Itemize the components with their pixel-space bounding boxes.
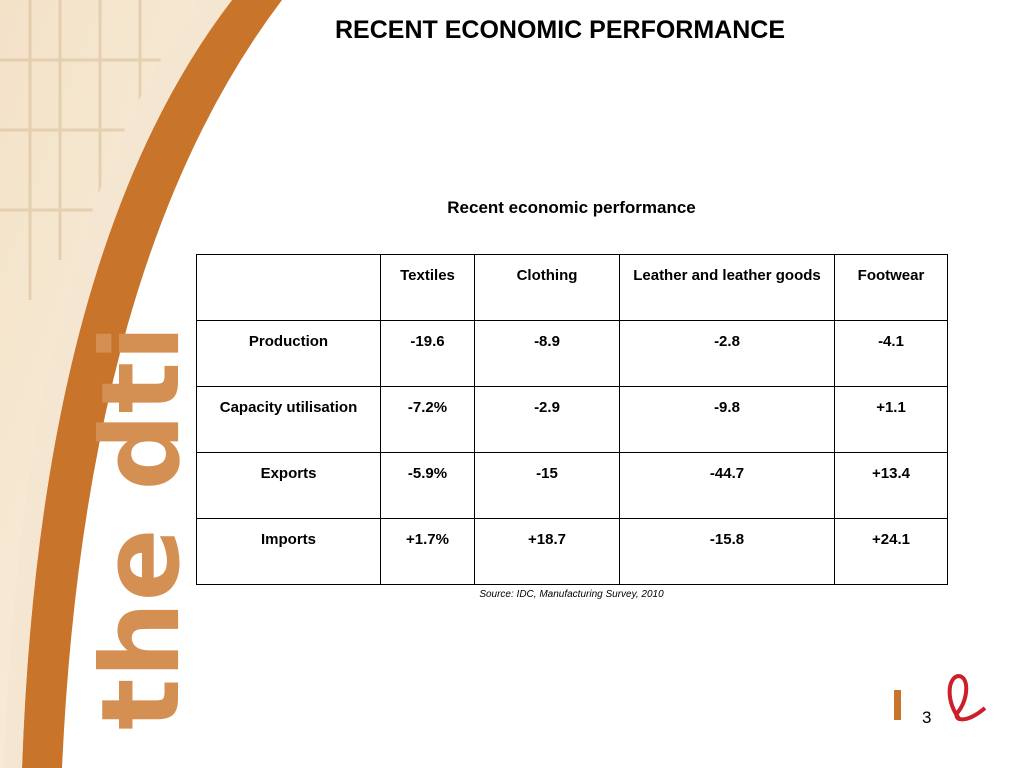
orange-arc [22,0,282,768]
table-cell: Textiles [380,254,475,321]
table-cell: -4.1 [834,320,948,387]
table-row: Capacity utilisation -7.2% -2.9 -9.8 +1.1 [196,386,948,453]
table-cell: Footwear [834,254,948,321]
table-cell: -44.7 [619,452,835,519]
table-cell: Exports [196,452,381,519]
table-cell: -2.9 [474,386,620,453]
table-cell: +18.7 [474,518,620,585]
logo-text: the dti [79,325,204,730]
table-row: Exports -5.9% -15 -44.7 +13.4 [196,452,948,519]
table-cell: +24.1 [834,518,948,585]
slide-title: RECENT ECONOMIC PERFORMANCE [334,16,785,44]
table-cell: -15 [474,452,620,519]
page-number: 3 [922,708,932,727]
table-cell: -19.6 [380,320,475,387]
table-cell: Leather and leather goods [619,254,835,321]
table-cell: Production [196,320,381,387]
ribbon-icon [947,673,987,722]
table-cell: +1.7% [380,518,475,585]
table-cell: -15.8 [619,518,835,585]
table-cell: Imports [196,518,381,585]
source-note: Source: IDC, Manufacturing Survey, 2010 [479,589,664,600]
table-row: Imports +1.7% +18.7 -15.8 +24.1 [196,518,948,585]
logo-bar [894,690,901,720]
table-cell: -9.8 [619,386,835,453]
photo-panel [0,0,270,768]
table-row: Production -19.6 -8.9 -2.8 -4.1 [196,320,948,387]
table-cell: -7.2% [380,386,475,453]
table-cell: +13.4 [834,452,948,519]
cream-arc [4,0,232,768]
table-cell [196,254,381,321]
table-cell: -2.8 [619,320,835,387]
table-cell: -5.9% [380,452,475,519]
table-caption: Recent economic performance [447,198,696,217]
table-cell: Clothing [474,254,620,321]
table-cell: Capacity utilisation [196,386,381,453]
header-row: Textiles Clothing Leather and leather good… [196,254,948,321]
table: Textiles Clothing Leather and leather good… [196,254,948,585]
table-cell: -8.9 [474,320,620,387]
table-cell: +1.1 [834,386,948,453]
